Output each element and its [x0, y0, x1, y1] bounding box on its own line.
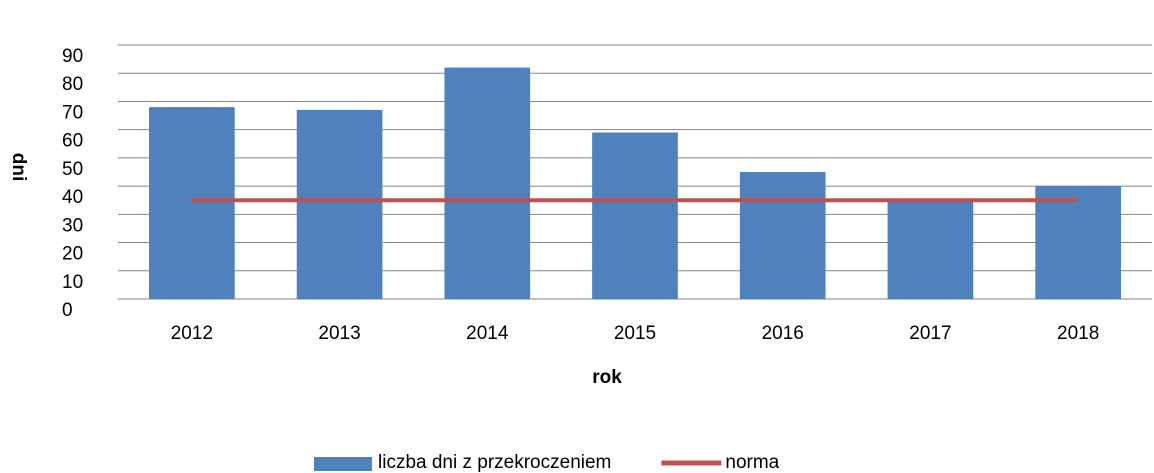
bar	[592, 132, 678, 299]
y-tick-label: 0	[62, 300, 73, 321]
y-tick-label: 50	[62, 159, 83, 180]
x-tick-label: 2016	[762, 323, 804, 344]
y-tick-label: 40	[62, 187, 83, 208]
x-tick-label: 2018	[1057, 323, 1099, 344]
y-axis-title: dni	[8, 153, 29, 182]
bar	[149, 107, 235, 299]
y-tick-label: 60	[62, 131, 83, 152]
x-tick-label: 2013	[318, 323, 360, 344]
y-tick-label: 70	[62, 102, 83, 123]
x-tick-label: 2015	[614, 323, 656, 344]
legend-swatch	[314, 457, 372, 471]
x-tick-label: 2017	[909, 323, 951, 344]
y-tick-label: 30	[62, 215, 83, 236]
x-axis-title: rok	[592, 367, 622, 388]
y-tick-label: 80	[62, 74, 83, 95]
bar	[1035, 186, 1121, 299]
x-tick-label: 2012	[171, 323, 213, 344]
y-tick-label: 10	[62, 272, 83, 293]
y-tick-label: 20	[62, 244, 83, 265]
legend-label: liczba dni z przekroczeniem	[378, 452, 611, 473]
bar	[887, 200, 974, 299]
bar	[739, 172, 826, 299]
x-tick-label: 2014	[466, 323, 509, 344]
bar	[296, 109, 383, 300]
legend-label: norma	[725, 452, 779, 473]
y-tick-label: 90	[62, 46, 83, 67]
bar	[444, 67, 531, 299]
